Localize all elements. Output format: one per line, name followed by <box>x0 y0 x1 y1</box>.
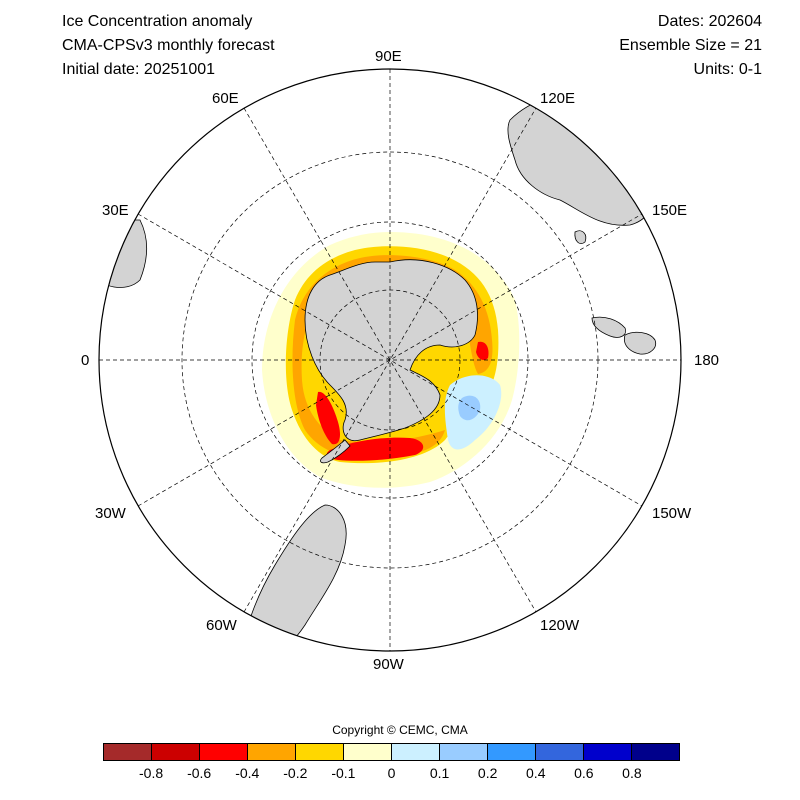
south-america <box>244 504 347 651</box>
colorbar-segment <box>152 744 200 760</box>
map-title: Ice Concentration anomaly <box>62 13 253 30</box>
colorbar-segment <box>584 744 632 760</box>
colorbar <box>103 743 680 761</box>
initial-date: Initial date: 20251001 <box>62 61 216 78</box>
anomaly-neg-strong-ross <box>326 437 424 461</box>
colorbar-tick-label: 0.2 <box>477 765 498 781</box>
colorbar-segment <box>392 744 440 760</box>
colorbar-segment <box>248 744 296 760</box>
meridians <box>99 69 681 651</box>
lon-label-120w: 120W <box>540 617 580 634</box>
units-label: Units: 0-1 <box>693 61 762 78</box>
colorbar-segment <box>536 744 584 760</box>
anomaly-neg-high <box>292 255 493 459</box>
lon-label-0: 0 <box>81 352 90 369</box>
anomaly-pos-mid <box>458 395 481 421</box>
colorbar-tick-label: -0.8 <box>139 765 164 781</box>
lon-label-30w: 30W <box>95 505 126 522</box>
antarctic-peninsula <box>320 439 351 464</box>
map-border <box>98 68 682 652</box>
africa-tip <box>99 219 148 288</box>
lon-label-180: 180 <box>694 352 720 369</box>
ensemble-size: Ensemble Size = 21 <box>619 37 762 54</box>
lon-label-30e: 30E <box>102 202 129 219</box>
lon-label-60w: 60W <box>206 617 237 634</box>
copyright-text: Copyright © CEMC, CMA <box>332 723 468 737</box>
lon-label-120e: 120E <box>540 90 576 107</box>
lon-label-60e: 60E <box>212 90 239 107</box>
colorbar-tick-label: -0.4 <box>235 765 260 781</box>
new-zealand-north <box>623 331 657 355</box>
colorbar-tick-label: -0.6 <box>187 765 212 781</box>
antarctica <box>304 259 478 442</box>
colorbar-segment <box>296 744 344 760</box>
colorbar-tick-label: 0.8 <box>622 765 642 781</box>
colorbar-segment <box>488 744 536 760</box>
anomaly-neg-strong-east <box>476 341 489 360</box>
lon-label-90e: 90E <box>375 48 402 65</box>
colorbar-segment <box>440 744 488 760</box>
forecast-dates: Dates: 202604 <box>657 13 762 30</box>
colorbar-tick-label: -0.2 <box>283 765 308 781</box>
colorbar-tick-label: 0.6 <box>574 765 594 781</box>
model-name: CMA-CPSv3 monthly forecast <box>62 37 275 54</box>
tasmania <box>574 230 587 244</box>
colorbar-tick-label: -0.1 <box>331 765 356 781</box>
new-zealand-south <box>591 316 627 338</box>
colorbar-segment <box>344 744 392 760</box>
colorbar-tick-label: 0.4 <box>526 765 546 781</box>
lon-label-150e: 150E <box>652 202 688 219</box>
colorbar-segment <box>104 744 152 760</box>
colorbar-segment <box>200 744 248 760</box>
colorbar-tick-label: 0.1 <box>429 765 450 781</box>
anomaly-neg-strong-west <box>316 391 340 445</box>
lon-label-150w: 150W <box>652 505 692 522</box>
colorbar-tick-label: 0 <box>387 765 396 781</box>
lon-label-90w: 90W <box>373 656 404 673</box>
colorbar-segment <box>632 744 679 760</box>
